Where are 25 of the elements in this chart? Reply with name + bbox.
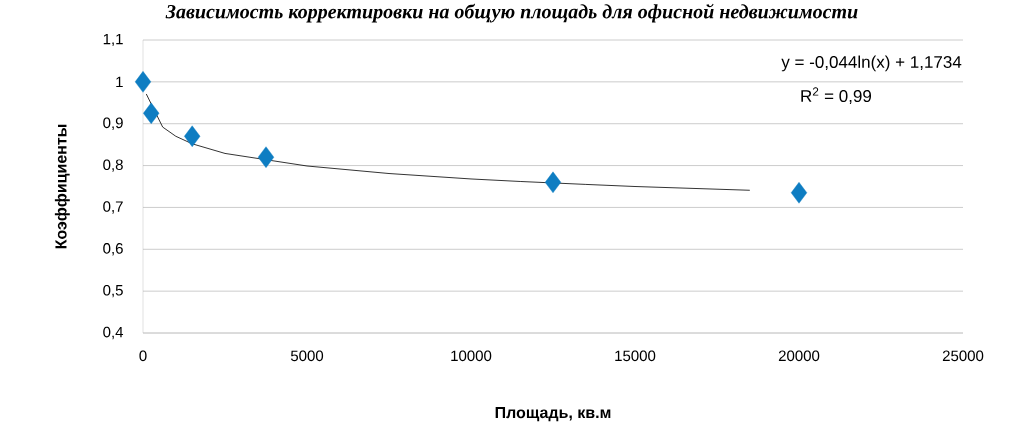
x-axis-title: Площадь, кв.м bbox=[495, 406, 611, 422]
y-tick-label: 0,6 bbox=[103, 243, 123, 256]
y-tick-label: 0,9 bbox=[103, 117, 123, 130]
x-tick-label: 5000 bbox=[290, 350, 324, 362]
y-tick-label: 0,5 bbox=[103, 284, 123, 298]
point bbox=[134, 71, 152, 93]
y-tick-label: 0,4 bbox=[103, 326, 124, 340]
x-tick-label: 20000 bbox=[778, 350, 820, 362]
x-tick-label: 0 bbox=[139, 350, 147, 362]
y-tick-label: 0,7 bbox=[103, 201, 123, 214]
chart-title: Зависимость корректировки на общую площадь для офисной недвижимости bbox=[165, 3, 858, 23]
x-tick-label: 15000 bbox=[615, 350, 656, 362]
y-tick-label: 1,1 bbox=[103, 33, 123, 47]
annotation: y = -0,044ln(x) + 1,1734 bbox=[781, 55, 962, 72]
y-tick-label: 0,8 bbox=[103, 159, 123, 172]
y-tick-label: 1 bbox=[116, 76, 123, 88]
point bbox=[257, 146, 275, 168]
annotation: R$^{2}$ = 0,99 bbox=[801, 87, 872, 105]
x-tick-label: 10000 bbox=[451, 350, 492, 362]
point bbox=[143, 102, 160, 124]
y-axis-title: Коэффициенты bbox=[54, 124, 70, 249]
point bbox=[184, 125, 201, 147]
point bbox=[790, 182, 808, 204]
x-tick-label: 25000 bbox=[942, 350, 984, 362]
point bbox=[544, 171, 562, 194]
